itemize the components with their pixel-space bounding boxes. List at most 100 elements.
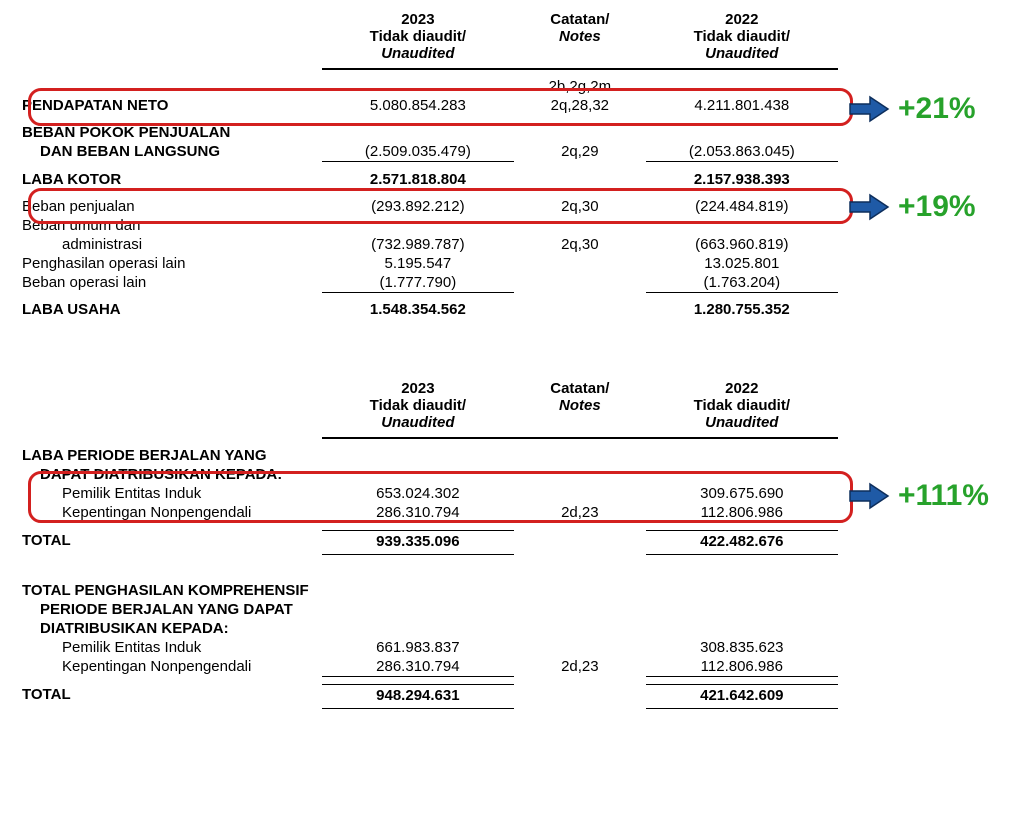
val-2023-ga: (732.989.787) [322, 235, 514, 254]
val-2023-cparent: 661.983.837 [322, 638, 514, 657]
notes-sell: 2q,30 [514, 197, 646, 216]
arrow-right-icon [848, 94, 890, 124]
val-2022-ctotal: 421.642.609 [646, 685, 838, 706]
label-comp2: PERIODE BERJALAN YANG DAPAT [18, 600, 322, 619]
row-comp-hdr-3: DIATRIBUSIKAN KEPADA: [18, 619, 838, 638]
val-2022-gross: 2.157.938.393 [646, 170, 838, 189]
label-cparent: Pemilik Entitas Induk [18, 638, 322, 657]
row-comp-total: TOTAL 948.294.631 421.642.609 [18, 685, 838, 706]
val-2023-nci: 286.310.794 [322, 503, 514, 523]
income-statement-bottom: 2023 Tidak diaudit/ Unaudited Catatan/ N… [18, 379, 1006, 705]
label-parent: Pemilik Entitas Induk [18, 484, 322, 503]
val-2022-oinc: 13.025.801 [646, 254, 838, 273]
row-nci: Kepentingan Nonpengendali 286.310.794 2d… [18, 503, 838, 523]
row-selling-exp: Beban penjualan (293.892.212) 2q,30 (224… [18, 197, 838, 216]
arrow-right-icon [848, 192, 890, 222]
hdr2-year-2023: 2023 [401, 380, 434, 397]
val-2022-cparent: 308.835.623 [646, 638, 838, 657]
val-2022-nci: 112.806.986 [646, 503, 838, 523]
row-comp-parent: Pemilik Entitas Induk 661.983.837 308.83… [18, 638, 838, 657]
row-parent-entity: Pemilik Entitas Induk 653.024.302 309.67… [18, 484, 838, 503]
label-cnci: Kepentingan Nonpengendali [18, 657, 322, 677]
val-2023-ctotal: 948.294.631 [322, 685, 514, 706]
hdr2-sub-2023b: Unaudited [381, 414, 454, 431]
header-row-2: 2023 Tidak diaudit/ Unaudited Catatan/ N… [18, 379, 838, 438]
row-operating-income: LABA USAHA 1.548.354.562 1.280.755.352 [18, 300, 838, 319]
table-section-1: 2023 Tidak diaudit/ Unaudited Catatan/ N… [18, 10, 838, 319]
val-2023-oinc: 5.195.547 [322, 254, 514, 273]
row-notes-extra: 2b,2g,2m [18, 77, 838, 96]
row-cogs-2: DAN BEBAN LANGSUNG (2.509.035.479) 2q,29… [18, 142, 838, 162]
row-ga-2: administrasi (732.989.787) 2q,30 (663.96… [18, 235, 838, 254]
label-ga2: administrasi [18, 235, 322, 254]
val-2023-parent: 653.024.302 [322, 484, 514, 503]
notes-nci: 2d,23 [514, 503, 646, 523]
val-2022-opinc: 1.280.755.352 [646, 300, 838, 319]
val-2023-cnci: 286.310.794 [322, 657, 514, 677]
row-comp-nci: Kepentingan Nonpengendali 286.310.794 2d… [18, 657, 838, 677]
val-2023-net: 5.080.854.283 [322, 96, 514, 115]
row-gross-profit: LABA KOTOR 2.571.818.804 2.157.938.393 [18, 170, 838, 189]
row-attrib-hdr-1: LABA PERIODE BERJALAN YANG [18, 446, 838, 465]
hdr2-sub-2023a: Tidak diaudit/ [370, 397, 466, 414]
hdr-year-2023: 2023 [401, 11, 434, 28]
val-2023-sell: (293.892.212) [322, 197, 514, 216]
label-nci: Kepentingan Nonpengendali [18, 503, 322, 523]
label-opinc: LABA USAHA [18, 300, 322, 319]
val-2022-sell: (224.484.819) [646, 197, 838, 216]
hdr-notes-b: Notes [559, 28, 601, 45]
label-attrib-1: LABA PERIODE BERJALAN YANG [18, 446, 322, 465]
hdr2-notes-b: Notes [559, 397, 601, 414]
label-net-revenue: PENDAPATAN NETO [18, 96, 322, 115]
label-cogs-1: BEBAN POKOK PENJUALAN [18, 123, 322, 142]
label-oinc: Penghasilan operasi lain [18, 254, 322, 273]
row-total-attrib: TOTAL 939.335.096 422.482.676 [18, 531, 838, 552]
row-net-revenue: PENDAPATAN NETO 5.080.854.283 2q,28,32 4… [18, 96, 838, 115]
row-other-op-exp: Beban operasi lain (1.777.790) (1.763.20… [18, 273, 838, 293]
row-comp-hdr-2: PERIODE BERJALAN YANG DAPAT [18, 600, 838, 619]
val-2022-net: 4.211.801.438 [646, 96, 838, 115]
hdr2-notes-a: Catatan/ [550, 380, 609, 397]
pct-parent-entity: +111% [898, 479, 989, 513]
pct-gross-profit: +19% [898, 190, 976, 224]
hdr2-year-2022: 2022 [725, 380, 758, 397]
cell-notes-top: 2b,2g,2m [514, 77, 646, 96]
label-gross: LABA KOTOR [18, 170, 322, 189]
hdr-sub-2023a: Tidak diaudit/ [370, 28, 466, 45]
hdr2-sub-2022a: Tidak diaudit/ [694, 397, 790, 414]
label-total: TOTAL [18, 531, 322, 552]
hdr-sub-2023b: Unaudited [381, 45, 454, 62]
hdr-sub-2022a: Tidak diaudit/ [694, 28, 790, 45]
table-section-2: 2023 Tidak diaudit/ Unaudited Catatan/ N… [18, 379, 838, 705]
row-cogs-1: BEBAN POKOK PENJUALAN [18, 123, 838, 142]
label-cogs-2: DAN BEBAN LANGSUNG [18, 142, 322, 162]
val-2023-oexp: (1.777.790) [322, 273, 514, 293]
val-2023-gross: 2.571.818.804 [322, 170, 514, 189]
arrow-right-icon [848, 481, 890, 511]
val-2023-opinc: 1.548.354.562 [322, 300, 514, 319]
annotation-gross-profit: +19% [848, 190, 976, 224]
label-sell: Beban penjualan [18, 197, 322, 216]
label-comp3: DIATRIBUSIKAN KEPADA: [18, 619, 322, 638]
notes-cogs: 2q,29 [514, 142, 646, 162]
val-2022-cnci: 112.806.986 [646, 657, 838, 677]
val-2022-ga: (663.960.819) [646, 235, 838, 254]
val-2022-total: 422.482.676 [646, 531, 838, 552]
notes-net: 2q,28,32 [514, 96, 646, 115]
row-comp-hdr-1: TOTAL PENGHASILAN KOMPREHENSIF [18, 581, 838, 600]
hdr-sub-2022b: Unaudited [705, 45, 778, 62]
label-attrib-2: DAPAT DIATRIBUSIKAN KEPADA: [18, 465, 322, 484]
val-2022-oexp: (1.763.204) [646, 273, 838, 293]
val-2023-total: 939.335.096 [322, 531, 514, 552]
annotation-parent-entity: +111% [848, 479, 989, 513]
header-row: 2023 Tidak diaudit/ Unaudited Catatan/ N… [18, 10, 838, 69]
val-2023-cogs: (2.509.035.479) [322, 142, 514, 162]
pct-net-revenue: +21% [898, 92, 976, 126]
hdr-notes-a: Catatan/ [550, 11, 609, 28]
income-statement-top: 2023 Tidak diaudit/ Unaudited Catatan/ N… [18, 10, 1006, 319]
val-2022-parent: 309.675.690 [646, 484, 838, 503]
notes-cnci: 2d,23 [514, 657, 646, 677]
hdr2-sub-2022b: Unaudited [705, 414, 778, 431]
row-other-op-income: Penghasilan operasi lain 5.195.547 13.02… [18, 254, 838, 273]
row-ga-1: Beban umum dan [18, 216, 838, 235]
